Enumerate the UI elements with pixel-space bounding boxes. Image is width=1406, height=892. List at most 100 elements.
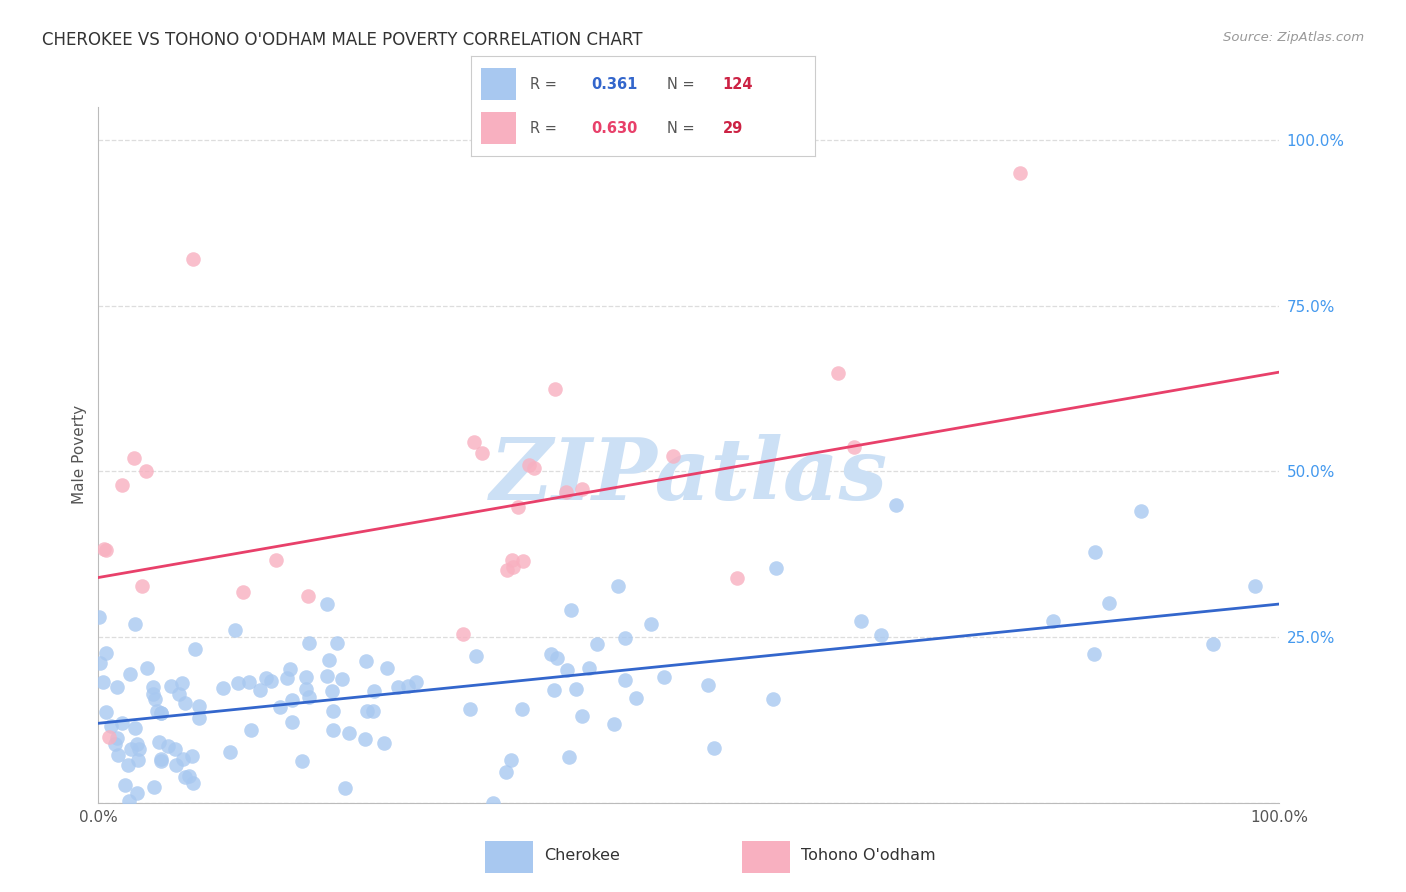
Point: [105, 680, 128, 694]
Point: [149, 752, 172, 766]
Point: [544, 382, 567, 396]
Point: [291, 754, 314, 768]
Point: [211, 681, 233, 695]
Text: N =: N =: [668, 120, 695, 136]
Point: [1042, 614, 1064, 628]
Point: [555, 484, 578, 499]
Point: [762, 691, 785, 706]
Point: [543, 682, 565, 697]
Point: [496, 563, 519, 577]
Point: [118, 666, 141, 681]
Point: [540, 647, 562, 661]
Point: [356, 655, 378, 669]
Point: [523, 460, 546, 475]
Point: [177, 769, 200, 783]
Point: [187, 711, 209, 725]
Point: [1083, 648, 1105, 662]
Point: [586, 637, 609, 651]
Text: N =: N =: [668, 77, 695, 92]
Point: [603, 717, 626, 731]
Text: Cherokee: Cherokee: [544, 848, 620, 863]
Point: [297, 589, 319, 603]
Point: [624, 690, 647, 705]
Point: [560, 603, 582, 617]
Point: [163, 742, 186, 756]
Point: [558, 750, 581, 764]
Point: [315, 597, 337, 611]
Point: [316, 669, 339, 683]
Text: 29: 29: [723, 120, 742, 136]
Point: [725, 570, 748, 584]
Point: [1008, 166, 1031, 180]
Point: [104, 737, 127, 751]
Point: [614, 673, 637, 688]
Point: [96, 705, 118, 719]
Text: ZIPatlas: ZIPatlas: [489, 434, 889, 517]
Point: [827, 366, 849, 380]
Point: [226, 675, 249, 690]
Point: [183, 776, 205, 790]
Point: [111, 477, 134, 491]
Point: [107, 747, 129, 762]
Point: [87, 609, 110, 624]
Point: [495, 765, 517, 780]
Point: [100, 719, 122, 733]
Point: [565, 682, 588, 697]
Point: [127, 754, 149, 768]
Point: [89, 656, 111, 670]
Bar: [742, 841, 790, 873]
Point: [93, 675, 115, 690]
Point: [482, 796, 505, 810]
Point: [295, 670, 318, 684]
Point: [318, 653, 340, 667]
Point: [465, 648, 488, 663]
Point: [356, 704, 378, 718]
Text: R =: R =: [530, 77, 557, 92]
Point: [510, 701, 533, 715]
Point: [396, 679, 419, 693]
Point: [280, 714, 302, 729]
Point: [373, 737, 395, 751]
Point: [254, 671, 277, 685]
Point: [143, 780, 166, 795]
Point: [111, 716, 134, 731]
Point: [125, 737, 148, 751]
Point: [387, 680, 409, 694]
Point: [264, 553, 287, 567]
Point: [224, 624, 246, 638]
Point: [173, 770, 195, 784]
Point: [122, 451, 145, 466]
Point: [361, 704, 384, 718]
Point: [451, 627, 474, 641]
Point: [157, 739, 180, 753]
Point: [117, 758, 139, 772]
Point: [354, 732, 377, 747]
Point: [332, 672, 354, 686]
Point: [703, 741, 725, 756]
Point: [546, 651, 568, 665]
Point: [160, 680, 183, 694]
Point: [844, 440, 866, 454]
Point: [499, 753, 522, 767]
Text: CHEROKEE VS TOHONO O'ODHAM MALE POVERTY CORRELATION CHART: CHEROKEE VS TOHONO O'ODHAM MALE POVERTY …: [42, 31, 643, 49]
Point: [165, 757, 187, 772]
Point: [124, 617, 146, 632]
Point: [135, 465, 157, 479]
Point: [363, 683, 385, 698]
Point: [94, 543, 117, 558]
Point: [167, 687, 190, 701]
Point: [578, 661, 600, 675]
Point: [181, 252, 204, 267]
Bar: [481, 68, 516, 100]
Point: [170, 676, 193, 690]
Point: [405, 674, 427, 689]
Point: [1202, 637, 1225, 651]
Point: [326, 635, 349, 649]
Point: [1129, 504, 1152, 518]
Point: [150, 706, 173, 721]
Point: [120, 742, 142, 756]
Text: Tohono O'odham: Tohono O'odham: [800, 848, 935, 863]
Text: 0.630: 0.630: [592, 120, 638, 136]
Point: [97, 730, 120, 744]
Point: [512, 554, 534, 568]
